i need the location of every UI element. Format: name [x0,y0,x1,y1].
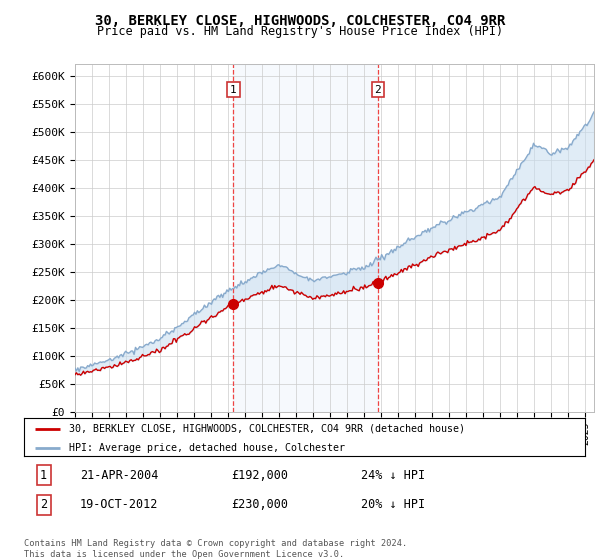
Text: 20% ↓ HPI: 20% ↓ HPI [361,498,425,511]
Text: 30, BERKLEY CLOSE, HIGHWOODS, COLCHESTER, CO4 9RR (detached house): 30, BERKLEY CLOSE, HIGHWOODS, COLCHESTER… [69,424,465,434]
Text: 2: 2 [40,498,47,511]
Text: £230,000: £230,000 [232,498,289,511]
Text: 24% ↓ HPI: 24% ↓ HPI [361,469,425,482]
Text: HPI: Average price, detached house, Colchester: HPI: Average price, detached house, Colc… [69,443,345,453]
Text: Contains HM Land Registry data © Crown copyright and database right 2024.
This d: Contains HM Land Registry data © Crown c… [24,539,407,559]
Text: 2: 2 [374,85,381,95]
Text: 1: 1 [40,469,47,482]
Text: 30, BERKLEY CLOSE, HIGHWOODS, COLCHESTER, CO4 9RR: 30, BERKLEY CLOSE, HIGHWOODS, COLCHESTER… [95,14,505,28]
Text: 1: 1 [230,85,237,95]
Text: 21-APR-2004: 21-APR-2004 [80,469,158,482]
Text: £192,000: £192,000 [232,469,289,482]
Text: Price paid vs. HM Land Registry's House Price Index (HPI): Price paid vs. HM Land Registry's House … [97,25,503,38]
Text: 19-OCT-2012: 19-OCT-2012 [80,498,158,511]
Bar [233,64,378,412]
